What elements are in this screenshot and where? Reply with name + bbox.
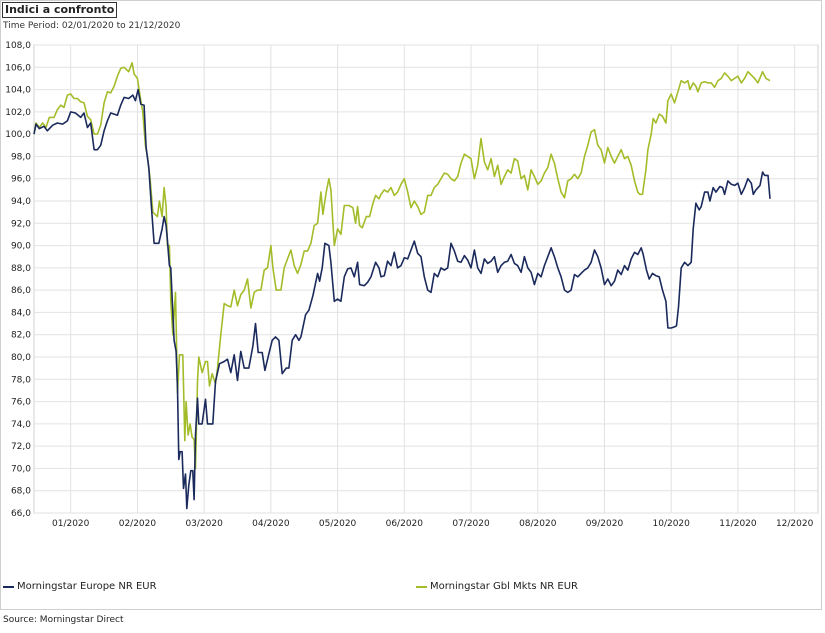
y-tick-label: 106,0: [5, 63, 31, 73]
chart-frame: [0, 0, 822, 610]
y-tick-label: 74,0: [11, 420, 31, 430]
y-tick-label: 94,0: [11, 197, 31, 207]
x-tick-label: 06/2020: [386, 519, 424, 529]
legend-label-global: Morningstar Gbl Mkts NR EUR: [430, 581, 579, 592]
y-tick-label: 96,0: [11, 175, 31, 185]
line-chart: 66,0 68,0 70,0 72,0 74,0 76,0 78,0 80,0 82,0 84,0…: [5, 41, 819, 529]
x-tick-label: 08/2020: [519, 519, 557, 529]
series-line-global: [33, 62, 771, 470]
legend-swatch-global: [416, 585, 427, 588]
x-tick-label: 04/2020: [252, 519, 290, 529]
x-tick-label: 11/2020: [719, 519, 757, 529]
y-tick-label: 108,0: [5, 41, 31, 51]
x-tick-label: 09/2020: [586, 519, 624, 529]
series-lines: [33, 62, 771, 510]
y-tick-label: 92,0: [11, 219, 31, 229]
y-tick-label: 78,0: [11, 375, 31, 385]
y-tick-label: 70,0: [11, 464, 31, 474]
x-tick-label: 07/2020: [452, 519, 490, 529]
y-tick-label: 66,0: [11, 509, 31, 519]
x-axis-ticks: 01/2020 02/2020 03/2020 04/2020 05/2020 06/20…: [52, 519, 814, 529]
y-tick-label: 80,0: [11, 353, 31, 363]
x-tick-label: 12/2020: [776, 519, 814, 529]
legend-label-europe: Morningstar Europe NR EUR: [17, 581, 157, 592]
plot-area: [33, 44, 819, 514]
y-tick-label: 72,0: [11, 442, 31, 452]
y-tick-label: 76,0: [11, 398, 31, 408]
chart-title: Indici a confronto: [2, 2, 118, 18]
y-tick-label: 104,0: [5, 86, 31, 96]
y-tick-label: 88,0: [11, 264, 31, 274]
y-tick-label: 90,0: [11, 242, 31, 252]
y-tick-label: 100,0: [5, 130, 31, 140]
legend-swatch-europe: [3, 585, 14, 588]
time-period-label: Time Period: 02/01/2020 to 21/12/2020: [3, 21, 181, 31]
y-tick-label: 84,0: [11, 308, 31, 318]
y-tick-label: 68,0: [11, 487, 31, 497]
source-note: Source: Morningstar Direct: [3, 615, 124, 625]
x-tick-label: 02/2020: [119, 519, 157, 529]
x-tick-label: 01/2020: [52, 519, 90, 529]
x-tick-label: 05/2020: [319, 519, 357, 529]
x-tick-label: 10/2020: [653, 519, 691, 529]
y-tick-label: 98,0: [11, 152, 31, 162]
legend-item-europe: Morningstar Europe NR EUR: [3, 581, 157, 592]
y-tick-label: 82,0: [11, 331, 31, 341]
y-tick-label: 86,0: [11, 286, 31, 296]
x-tick-label: 03/2020: [185, 519, 223, 529]
y-axis-ticks: 66,0 68,0 70,0 72,0 74,0 76,0 78,0 80,0 82,0 84,0…: [5, 41, 31, 519]
y-tick-label: 102,0: [5, 108, 31, 118]
legend-item-global: Morningstar Gbl Mkts NR EUR: [416, 581, 578, 592]
grid-lines: [33, 44, 819, 514]
series-line-europe: [33, 88, 771, 510]
